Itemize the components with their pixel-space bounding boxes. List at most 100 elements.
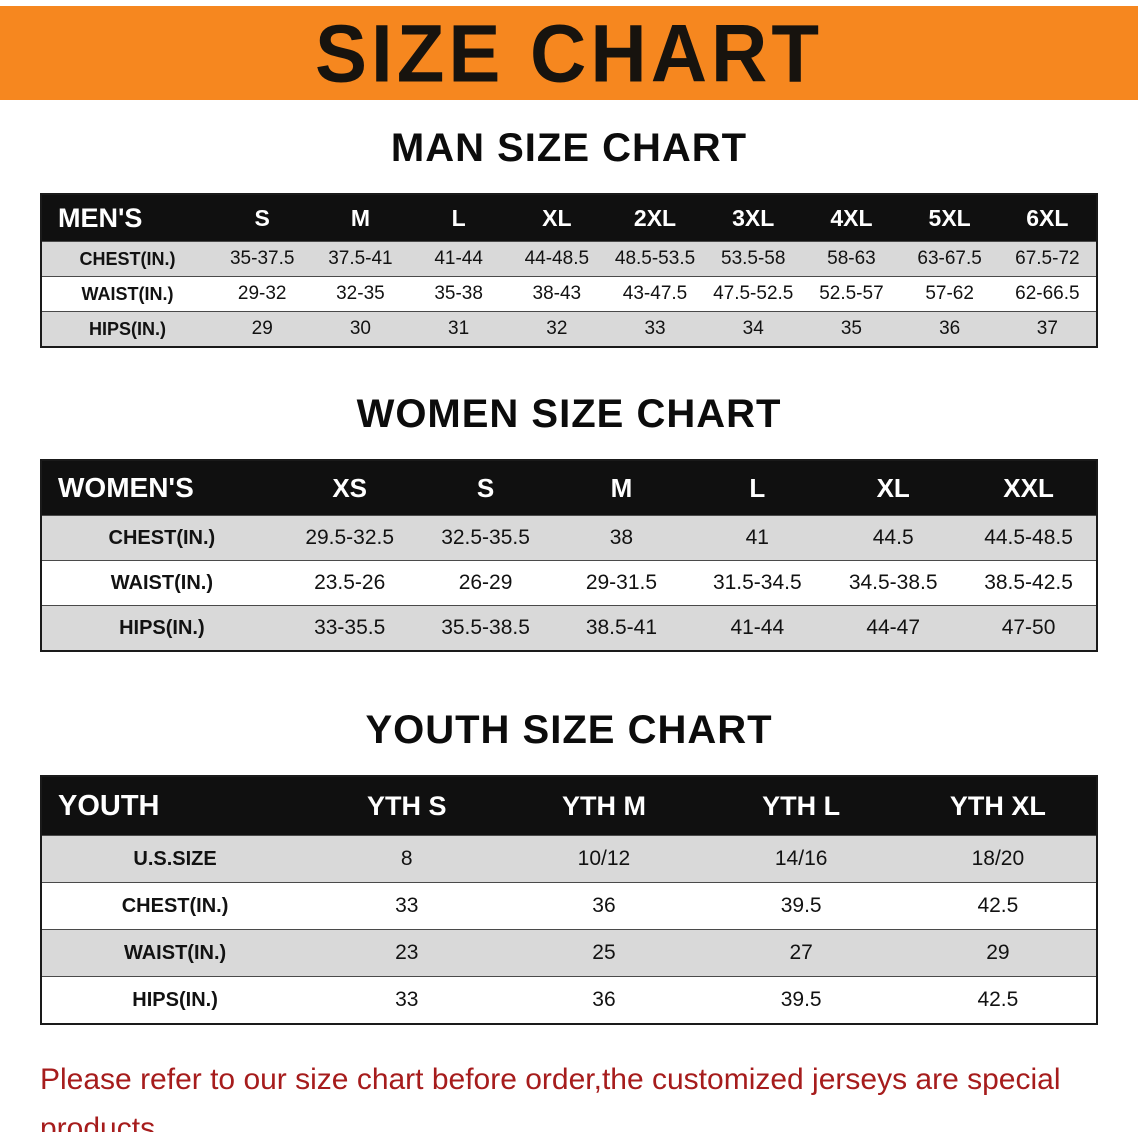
- size-column-header: L: [689, 460, 826, 516]
- size-value-cell: 44-47: [825, 605, 962, 651]
- table-header-row: WOMEN'S XS S M L XL XXL: [41, 460, 1097, 516]
- size-chart-banner: SIZE CHART: [0, 6, 1138, 100]
- size-column-header: YTH XL: [899, 776, 1097, 836]
- table-title-cell: WOMEN'S: [41, 460, 282, 516]
- size-column-header: 6XL: [998, 194, 1097, 242]
- size-value-cell: 33: [605, 311, 705, 347]
- size-value-cell: 35-38: [409, 276, 508, 312]
- women-size-table: WOMEN'S XS S M L XL XXL CHEST(IN.) 29.5-32.5 32.5…: [40, 459, 1098, 652]
- size-column-header: 5XL: [900, 194, 999, 242]
- row-label-cell: HIPS(IN.): [41, 311, 214, 347]
- size-value-cell: 39.5: [702, 976, 900, 1024]
- size-value-cell: 29.5-32.5: [281, 515, 418, 561]
- size-value-cell: 26-29: [417, 560, 554, 606]
- size-value-cell: 37.5-41: [311, 241, 410, 277]
- size-column-header: 4XL: [802, 194, 901, 242]
- table-row: WAIST(IN.) 23.5-26 26-29 29-31.5 31.5-34.5 34…: [41, 560, 1097, 606]
- size-value-cell: 38.5-42.5: [961, 560, 1097, 606]
- size-column-header: XXL: [961, 460, 1097, 516]
- size-value-cell: 32.5-35.5: [417, 515, 554, 561]
- size-value-cell: 38.5-41: [553, 605, 690, 651]
- row-label-cell: CHEST(IN.): [41, 882, 309, 930]
- size-value-cell: 35: [802, 311, 901, 347]
- size-value-cell: 62-66.5: [998, 276, 1097, 312]
- size-value-cell: 39.5: [702, 882, 900, 930]
- size-value-cell: 67.5-72: [998, 241, 1097, 277]
- men-size-table: MEN'S S M L XL 2XL 3XL 4XL 5XL 6XL CHEST(IN.) 35-37…: [40, 193, 1098, 348]
- table-row: HIPS(IN.) 33 36 39.5 42.5: [41, 976, 1097, 1024]
- size-column-header: 2XL: [605, 194, 705, 242]
- size-column-header: M: [553, 460, 690, 516]
- table-header-row: YOUTH YTH S YTH M YTH L YTH XL: [41, 776, 1097, 836]
- size-value-cell: 37: [998, 311, 1097, 347]
- row-label-cell: HIPS(IN.): [41, 605, 282, 651]
- disclaimer-text: Please refer to our size chart before or…: [40, 1055, 1102, 1132]
- row-label-cell: CHEST(IN.): [41, 515, 282, 561]
- size-column-header: M: [311, 194, 410, 242]
- table-row: CHEST(IN.) 33 36 39.5 42.5: [41, 882, 1097, 930]
- size-value-cell: 18/20: [899, 835, 1097, 883]
- size-value-cell: 33: [308, 882, 506, 930]
- row-label-cell: WAIST(IN.): [41, 929, 309, 977]
- size-value-cell: 8: [308, 835, 506, 883]
- size-value-cell: 31: [409, 311, 508, 347]
- size-value-cell: 52.5-57: [802, 276, 901, 312]
- size-value-cell: 42.5: [899, 882, 1097, 930]
- size-value-cell: 29: [213, 311, 312, 347]
- table-title-cell: YOUTH: [41, 776, 309, 836]
- size-column-header: L: [409, 194, 508, 242]
- size-value-cell: 41-44: [409, 241, 508, 277]
- size-value-cell: 29-31.5: [553, 560, 690, 606]
- size-value-cell: 33: [308, 976, 506, 1024]
- size-value-cell: 10/12: [505, 835, 703, 883]
- size-column-header: YTH S: [308, 776, 506, 836]
- size-value-cell: 43-47.5: [605, 276, 705, 312]
- table-row: HIPS(IN.) 33-35.5 35.5-38.5 38.5-41 41-44 44-…: [41, 605, 1097, 651]
- size-value-cell: 47-50: [961, 605, 1097, 651]
- size-column-header: S: [213, 194, 312, 242]
- youth-size-table: YOUTH YTH S YTH M YTH L YTH XL U.S.SIZE 8 10/12…: [40, 775, 1098, 1025]
- size-value-cell: 53.5-58: [704, 241, 803, 277]
- size-value-cell: 34.5-38.5: [825, 560, 962, 606]
- size-value-cell: 63-67.5: [900, 241, 999, 277]
- size-column-header: YTH M: [505, 776, 703, 836]
- size-value-cell: 44-48.5: [507, 241, 606, 277]
- size-value-cell: 32-35: [311, 276, 410, 312]
- women-section-heading: WOMEN SIZE CHART: [356, 392, 782, 436]
- disclaimer-line-1: Please refer to our size chart before or…: [40, 1063, 1061, 1132]
- men-section-heading: MAN SIZE CHART: [390, 126, 748, 170]
- table-row: HIPS(IN.) 29 30 31 32 33 34 35 36 37: [41, 311, 1097, 347]
- size-value-cell: 32: [507, 311, 606, 347]
- size-value-cell: 35.5-38.5: [417, 605, 554, 651]
- table-title-cell: MEN'S: [41, 194, 214, 242]
- table-row: CHEST(IN.) 29.5-32.5 32.5-35.5 38 41 44.5 44.5…: [41, 515, 1097, 561]
- table-row: WAIST(IN.) 23 25 27 29: [41, 929, 1097, 977]
- size-value-cell: 57-62: [900, 276, 999, 312]
- row-label-cell: WAIST(IN.): [41, 276, 214, 312]
- size-value-cell: 31.5-34.5: [689, 560, 826, 606]
- size-value-cell: 35-37.5: [213, 241, 312, 277]
- size-column-header: XL: [507, 194, 606, 242]
- table-header-row: MEN'S S M L XL 2XL 3XL 4XL 5XL 6XL: [41, 194, 1097, 242]
- size-value-cell: 38-43: [507, 276, 606, 312]
- size-value-cell: 14/16: [702, 835, 900, 883]
- size-value-cell: 58-63: [802, 241, 901, 277]
- size-value-cell: 41-44: [689, 605, 826, 651]
- size-value-cell: 30: [311, 311, 410, 347]
- table-row: U.S.SIZE 8 10/12 14/16 18/20: [41, 835, 1097, 883]
- size-value-cell: 29-32: [213, 276, 312, 312]
- table-row: WAIST(IN.) 29-32 32-35 35-38 38-43 43-47.5 47.…: [41, 276, 1097, 312]
- row-label-cell: CHEST(IN.): [41, 241, 214, 277]
- size-column-header: 3XL: [704, 194, 803, 242]
- size-column-header: XS: [281, 460, 418, 516]
- size-column-header: S: [417, 460, 554, 516]
- size-value-cell: 42.5: [899, 976, 1097, 1024]
- size-value-cell: 47.5-52.5: [704, 276, 803, 312]
- size-value-cell: 41: [689, 515, 826, 561]
- size-value-cell: 34: [704, 311, 803, 347]
- table-row: CHEST(IN.) 35-37.5 37.5-41 41-44 44-48.5 48.5…: [41, 241, 1097, 277]
- size-value-cell: 38: [553, 515, 690, 561]
- size-column-header: YTH L: [702, 776, 900, 836]
- size-column-header: XL: [825, 460, 962, 516]
